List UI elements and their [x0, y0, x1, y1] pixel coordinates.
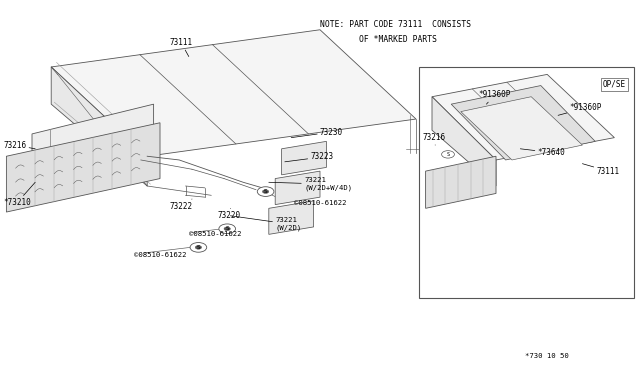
Circle shape [195, 246, 202, 249]
Circle shape [224, 227, 230, 231]
Polygon shape [282, 141, 326, 175]
Polygon shape [432, 74, 614, 160]
Text: ©08510-61622: ©08510-61622 [189, 231, 241, 237]
Text: OF *MARKED PARTS: OF *MARKED PARTS [320, 35, 437, 44]
Circle shape [442, 151, 454, 158]
Text: S: S [196, 244, 200, 250]
Text: 73216: 73216 [3, 141, 35, 150]
Text: 73230: 73230 [291, 128, 343, 138]
FancyBboxPatch shape [419, 67, 634, 298]
Polygon shape [275, 171, 320, 205]
Polygon shape [426, 156, 496, 208]
Polygon shape [32, 104, 154, 160]
Text: 73223: 73223 [285, 153, 333, 162]
Text: *730 10 50: *730 10 50 [525, 353, 568, 359]
Circle shape [262, 190, 269, 193]
Text: ©08510-61622: ©08510-61622 [134, 252, 187, 258]
Text: 73221
(W/2D+W/4D): 73221 (W/2D+W/4D) [269, 177, 352, 191]
Text: *91360P: *91360P [479, 90, 511, 104]
Polygon shape [269, 201, 314, 234]
Text: ©08510-61622: ©08510-61622 [294, 200, 347, 206]
Text: NOTE: PART CODE 73111  CONSISTS: NOTE: PART CODE 73111 CONSISTS [320, 20, 471, 29]
Text: 73111: 73111 [170, 38, 193, 57]
Polygon shape [451, 86, 595, 160]
Text: S: S [264, 189, 268, 194]
Text: 73111: 73111 [582, 164, 620, 176]
Polygon shape [461, 97, 582, 160]
Circle shape [219, 224, 236, 234]
Text: *73210: *73210 [3, 182, 35, 207]
Text: *73640: *73640 [520, 148, 565, 157]
Polygon shape [51, 67, 147, 186]
Text: 73221
(W/2D): 73221 (W/2D) [230, 216, 301, 231]
Text: 73216: 73216 [422, 133, 445, 145]
Polygon shape [51, 30, 416, 156]
Text: S: S [447, 151, 449, 157]
Text: 73220: 73220 [218, 208, 241, 220]
Polygon shape [6, 123, 160, 212]
Text: OP/SE: OP/SE [603, 80, 626, 89]
Text: 73222: 73222 [170, 199, 193, 211]
Circle shape [257, 187, 274, 196]
Text: *91360P: *91360P [558, 103, 602, 115]
Circle shape [190, 243, 207, 252]
Polygon shape [432, 97, 496, 186]
Text: S: S [225, 226, 229, 231]
